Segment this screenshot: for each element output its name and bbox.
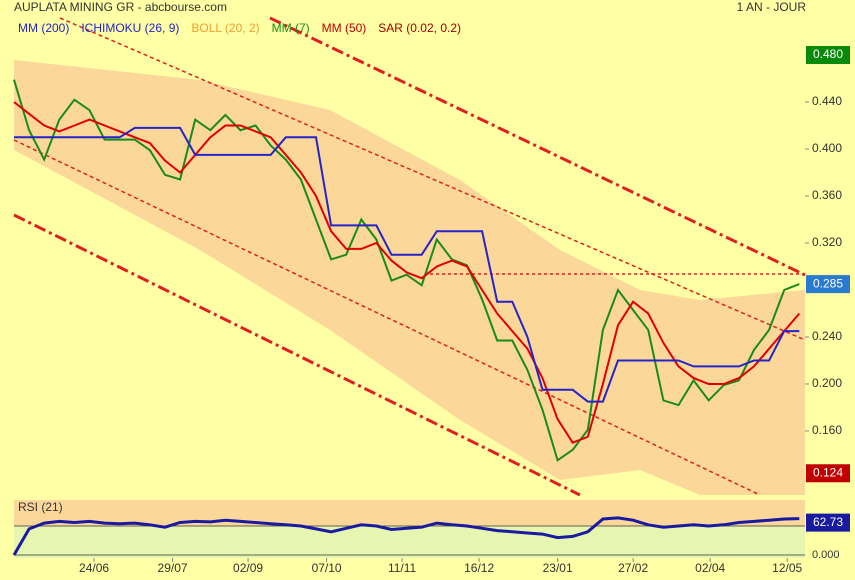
y-tick-label: 0.240: [812, 329, 842, 343]
line-series: [13, 101, 801, 444]
legend-item: BOLL (20, 2): [191, 21, 259, 35]
price-badge-label: 0.285: [813, 276, 843, 290]
y-tick-label: 0.440: [812, 94, 842, 108]
channel-line: [13, 213, 581, 497]
legend-item: MM (7): [272, 21, 310, 35]
x-tick-label: 02/04: [695, 561, 725, 575]
legend-item: SAR (0.02, 0.2): [378, 21, 461, 35]
line-series: [14, 126, 800, 403]
x-tick-label: 11/11: [388, 561, 417, 575]
price-badge-label: 0.124: [813, 465, 843, 479]
y-tick-label: 0.400: [812, 141, 842, 155]
rsi-line: [12, 516, 800, 556]
rsi-lower-zone: [14, 526, 805, 558]
line-series: [13, 79, 800, 462]
price-badge: [806, 513, 850, 532]
legend: MM (200) ICHIMOKU (26, 9) BOLL (20, 2) MM (…: [18, 21, 461, 35]
legend-item: ICHIMOKU (26, 9): [81, 21, 179, 35]
legend-item: MM (200): [18, 21, 69, 35]
channel-line: [269, 16, 806, 277]
x-tick-label: 12/05: [772, 561, 802, 575]
price-badge-label: 0.480: [813, 47, 843, 61]
x-tick-label: 16/12: [464, 561, 494, 575]
y-tick-label: 0.200: [812, 376, 842, 390]
x-tick-label: 27/02: [618, 561, 648, 575]
channel-line: [59, 17, 806, 341]
rsi-label: RSI (21): [18, 500, 63, 514]
x-tick-label: 02/09: [233, 561, 263, 575]
x-tick-label: 07/10: [312, 561, 342, 575]
y-tick-label: 0.160: [812, 423, 842, 437]
price-badge-label: 62.73: [813, 515, 843, 529]
x-tick-label: 24/06: [79, 561, 109, 575]
y-tick-label: 0.360: [812, 188, 842, 202]
x-tick-label: 29/07: [158, 561, 188, 575]
channel-line: [13, 139, 761, 496]
price-badge: [806, 275, 850, 294]
price-badge: [806, 46, 850, 65]
rsi-tick-label: 0.000: [812, 549, 840, 561]
period: 1 AN - JOUR: [737, 0, 807, 14]
price-badge: [806, 464, 850, 483]
y-tick-label: 0.320: [812, 235, 842, 249]
x-tick-label: 23/01: [543, 561, 573, 575]
legend-item: MM (50): [322, 21, 367, 35]
chart-title: AUPLATA MINING GR - abcbourse.com: [14, 0, 227, 14]
